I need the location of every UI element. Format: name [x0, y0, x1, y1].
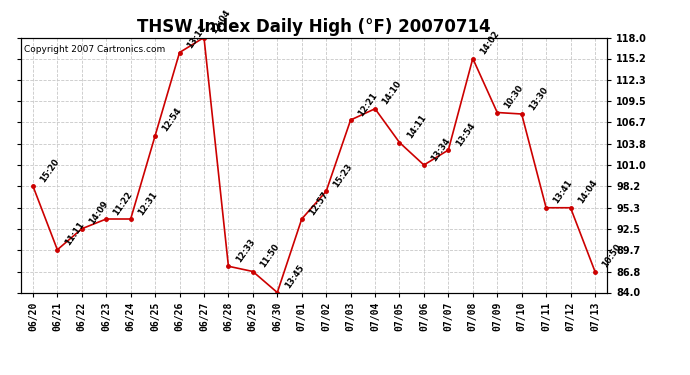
Text: 13:54: 13:54 — [454, 121, 477, 148]
Text: 11:11: 11:11 — [63, 220, 86, 248]
Text: 12:31: 12:31 — [136, 190, 159, 217]
Text: 13:34: 13:34 — [429, 136, 452, 163]
Title: THSW Index Daily High (°F) 20070714: THSW Index Daily High (°F) 20070714 — [137, 18, 491, 36]
Text: 13:11: 13:11 — [185, 23, 208, 50]
Text: 12:57: 12:57 — [307, 190, 330, 217]
Text: 14:04: 14:04 — [576, 178, 599, 206]
Text: 14:02: 14:02 — [478, 29, 501, 56]
Text: Copyright 2007 Cartronics.com: Copyright 2007 Cartronics.com — [23, 45, 165, 54]
Text: 12:54: 12:54 — [161, 106, 184, 134]
Text: 14:11: 14:11 — [405, 113, 428, 140]
Text: 14:10: 14:10 — [381, 80, 404, 106]
Text: 12:33: 12:33 — [234, 237, 257, 264]
Text: 13:41: 13:41 — [552, 178, 574, 206]
Text: 12:21: 12:21 — [356, 91, 379, 118]
Text: 10:50: 10:50 — [600, 242, 623, 269]
Text: 14:09: 14:09 — [88, 200, 110, 226]
Text: 12:04: 12:04 — [210, 8, 233, 35]
Text: 15:20: 15:20 — [39, 157, 61, 184]
Text: 13:30: 13:30 — [527, 85, 550, 112]
Text: 13:45: 13:45 — [283, 263, 306, 290]
Text: 10:30: 10:30 — [503, 84, 525, 110]
Text: 15:23: 15:23 — [332, 162, 355, 189]
Text: 11:22: 11:22 — [112, 190, 135, 217]
Text: 11:50: 11:50 — [259, 242, 281, 269]
